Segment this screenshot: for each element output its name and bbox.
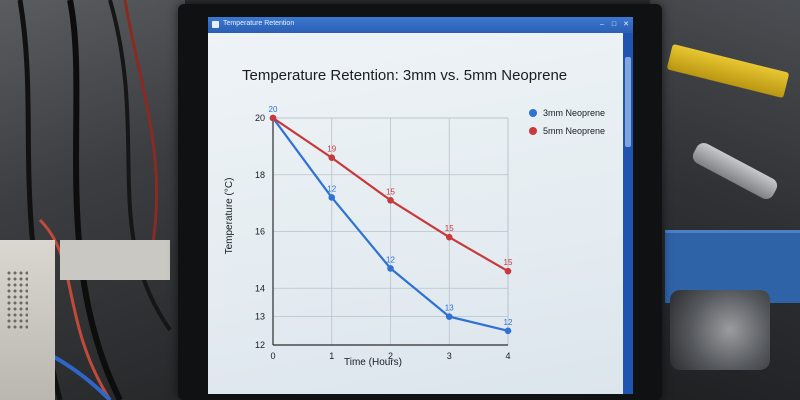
chart-area: Temperature Retention: 3mm vs. 5mm Neopr… bbox=[208, 33, 623, 394]
data-point bbox=[445, 233, 453, 241]
data-point bbox=[387, 196, 394, 204]
monitor-screen: Temperature Retention – □ ✕ Temperature … bbox=[208, 17, 633, 394]
x-tick-label: 4 bbox=[505, 351, 510, 361]
data-point bbox=[269, 114, 277, 122]
line-chart: Temperature Retention: 3mm vs. 5mm Neopr… bbox=[224, 67, 605, 368]
data-point bbox=[445, 313, 453, 320]
x-tick-label: 0 bbox=[270, 351, 275, 361]
y-tick-label: 18 bbox=[255, 170, 265, 180]
chart-legend: 3mm Neoprene 5mm Neoprene bbox=[529, 108, 605, 136]
data-label: 15 bbox=[445, 224, 454, 233]
data-point bbox=[504, 267, 512, 275]
data-label: 13 bbox=[445, 304, 454, 313]
data-label: 15 bbox=[504, 258, 513, 267]
data-label: 12 bbox=[386, 255, 395, 264]
chart-title: Temperature Retention: 3mm vs. 5mm Neopr… bbox=[242, 67, 567, 84]
x-tick-label: 2 bbox=[388, 351, 393, 361]
maximize-button[interactable]: □ bbox=[611, 21, 617, 28]
motor-part bbox=[670, 290, 770, 370]
window-title: Temperature Retention bbox=[223, 20, 295, 27]
legend-label: 5mm Neoprene bbox=[543, 126, 605, 136]
data-point bbox=[328, 194, 336, 201]
data-label: 12 bbox=[504, 318, 513, 327]
x-tick-label: 1 bbox=[329, 351, 334, 361]
equipment-panel-left bbox=[60, 240, 170, 280]
chart-axes bbox=[272, 118, 508, 346]
grid-lines bbox=[273, 117, 509, 345]
scrollbar[interactable] bbox=[623, 33, 633, 394]
data-label: 19 bbox=[327, 145, 336, 154]
x-axis-label: Time (Hours) bbox=[344, 357, 402, 368]
data-point bbox=[328, 154, 336, 162]
data-label: 15 bbox=[386, 187, 395, 196]
y-tick-label: 14 bbox=[255, 283, 265, 293]
data-label: 12 bbox=[327, 184, 336, 193]
y-tick-label: 16 bbox=[255, 227, 265, 237]
y-axis-label: Temperature (°C) bbox=[224, 178, 235, 255]
app-icon bbox=[212, 21, 219, 28]
y-tick-label: 20 bbox=[255, 113, 265, 123]
legend-marker bbox=[529, 127, 537, 135]
monitor-bezel: Temperature Retention – □ ✕ Temperature … bbox=[178, 4, 662, 400]
data-point bbox=[504, 327, 512, 335]
y-tick-label: 13 bbox=[255, 312, 265, 322]
legend-label: 3mm Neoprene bbox=[543, 108, 605, 118]
minimize-button[interactable]: – bbox=[600, 21, 604, 28]
data-point bbox=[387, 265, 394, 272]
y-tick-label: 12 bbox=[255, 340, 265, 350]
scrollbar-thumb[interactable] bbox=[625, 57, 631, 147]
window-titlebar[interactable]: Temperature Retention – □ ✕ bbox=[208, 17, 633, 33]
data-label: 20 bbox=[269, 105, 278, 114]
equipment-box-left bbox=[0, 240, 55, 400]
series-lines: 20 12 12 13 12 19 15 15 15 bbox=[269, 105, 513, 335]
legend-marker bbox=[529, 109, 537, 117]
close-button[interactable]: ✕ bbox=[623, 21, 629, 28]
x-tick-label: 3 bbox=[447, 351, 452, 361]
